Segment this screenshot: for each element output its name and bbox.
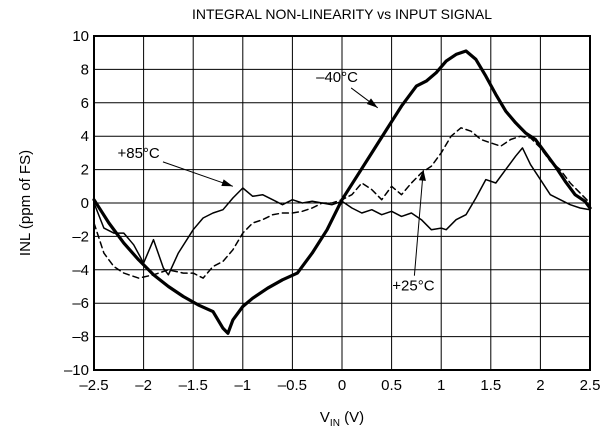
- x-tick-label: –1.5: [179, 377, 208, 394]
- y-tick-label: –2: [72, 228, 89, 245]
- annotations: –40°C +85°C +25°C: [117, 69, 434, 295]
- x-tick-label: 0: [338, 377, 346, 394]
- chart-title: INTEGRAL NON-LINEARITY vs INPUT SIGNAL: [192, 6, 492, 22]
- annotation-label-3: +25°C: [392, 278, 434, 295]
- y-tick-label: 8: [81, 61, 89, 78]
- y-tick-label: 6: [81, 95, 89, 112]
- x-tick-label: 2.5: [580, 377, 601, 394]
- x-axis-title-unit: (V): [340, 409, 364, 426]
- y-tick-label: 0: [81, 195, 89, 212]
- x-tick-label: –1: [234, 377, 251, 394]
- data-series: [92, 49, 592, 335]
- x-axis-title: VIN (V): [320, 409, 364, 429]
- y-axis-title: INL (ppm of FS): [17, 150, 34, 256]
- x-axis-title-main: V: [320, 409, 330, 426]
- annotation-arrowhead-2: [221, 179, 233, 187]
- x-tick-label: –2: [135, 377, 152, 394]
- x-tick-label: 1: [437, 377, 445, 394]
- y-tick-label: 10: [72, 28, 89, 45]
- series-line-3: [93, 147, 591, 276]
- annotation-label-1: –40°C: [316, 69, 358, 86]
- plot-frame: [93, 35, 591, 371]
- y-tick-label: 4: [81, 128, 89, 145]
- x-tick-label: 2: [536, 377, 544, 394]
- x-tick-label: –2.5: [79, 377, 108, 394]
- series-line-2: [93, 127, 591, 279]
- y-tick-label: –4: [72, 262, 89, 279]
- annotation-arrowhead-1: [366, 98, 378, 108]
- x-tick-label: 0.5: [381, 377, 402, 394]
- y-tick-label: –6: [72, 295, 89, 312]
- annotation-label-2: +85°C: [117, 145, 159, 162]
- x-tick-label: 1.5: [480, 377, 501, 394]
- x-axis-title-subscript: IN: [330, 418, 340, 429]
- y-tick-label: –8: [72, 329, 89, 346]
- x-tick-labels: –2.5 –2 –1.5 –1 –0.5 0 0.5 1 1.5 2 2.5: [79, 377, 600, 394]
- y-tick-label: 2: [81, 162, 89, 179]
- annotation-leader-2: [162, 161, 234, 187]
- y-tick-label: –10: [64, 362, 89, 379]
- annotation-leader-3: [413, 169, 424, 276]
- annotation-arrowhead-3: [418, 169, 426, 181]
- x-tick-label: –0.5: [278, 377, 307, 394]
- series-line-1: [92, 49, 592, 335]
- y-tick-labels: –10 –8 –6 –4 –2 0 2 4 6 8 10: [64, 28, 89, 379]
